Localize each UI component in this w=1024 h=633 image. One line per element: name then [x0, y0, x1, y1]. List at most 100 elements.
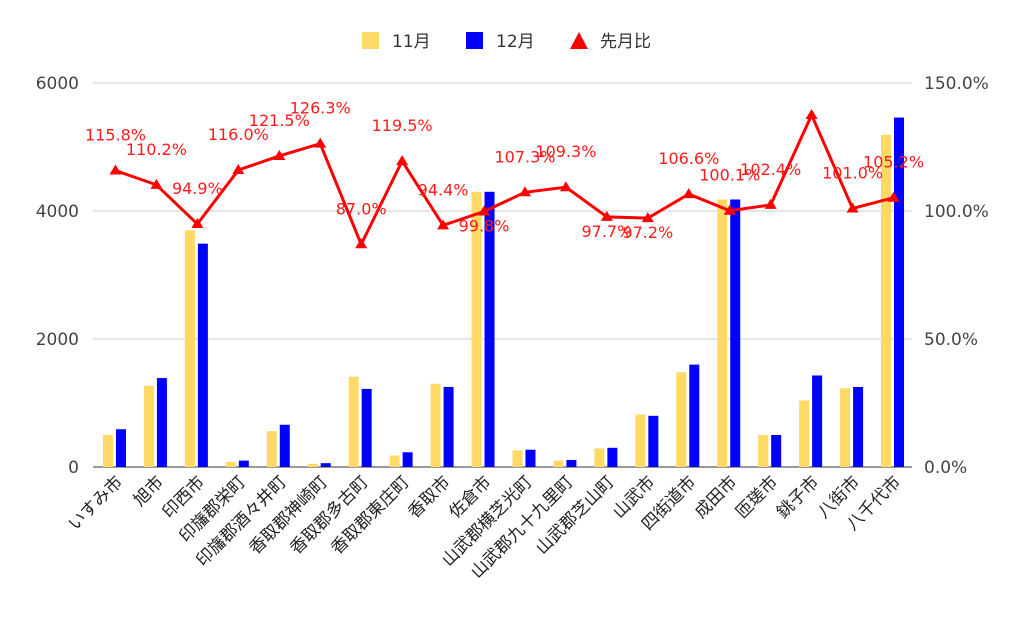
ratio-label: 94.4% [418, 180, 469, 199]
ratio-label: 116.0% [208, 125, 269, 144]
bar-dec [730, 199, 741, 468]
ratio-point [846, 202, 859, 213]
ratio-point [109, 164, 122, 175]
ratio-label: 105.2% [863, 153, 924, 172]
ratio-point [191, 218, 204, 229]
bar-nov [184, 230, 195, 467]
ratio-point [355, 238, 368, 249]
left-axis-ticks: 0 2000 4000 6000 [36, 74, 79, 478]
legend-label: 11月 [392, 32, 431, 52]
ratio-label: 94.9% [172, 179, 223, 198]
bar-dec [443, 387, 454, 467]
bar-dec [689, 364, 700, 467]
bar-nov [143, 385, 154, 467]
ratio-point [887, 191, 900, 202]
bar-dec [607, 447, 618, 467]
bar-dec [648, 415, 659, 467]
left-axis-tick-label: 4000 [36, 202, 79, 222]
right-axis-tick-label: 50.0% [924, 330, 978, 350]
bar-nov [717, 199, 728, 468]
bar-dec [894, 117, 905, 467]
category-label: いすみ市 [65, 472, 127, 534]
bar-dec [525, 449, 536, 467]
ratio-label: 99.8% [459, 217, 510, 236]
bar-nov [799, 400, 810, 467]
ratio-point [641, 212, 654, 223]
category-labels: いすみ市 旭市印西市印旛郡栄町印旛郡酒々井町香取郡神崎町香取郡多古町香取郡東庄町香… [65, 472, 905, 582]
ratio-label: 106.6% [658, 149, 719, 168]
category-label: 香取市 [404, 472, 454, 522]
bar-nov [102, 435, 113, 467]
bar-nov [676, 372, 687, 467]
bar-dec [320, 463, 331, 467]
ratio-line-path [114, 111, 894, 248]
legend-swatch [466, 32, 483, 49]
bar-nov [307, 463, 318, 467]
ratio-label: 126.3% [290, 99, 351, 118]
ratio-point [559, 181, 572, 192]
ratio-label: 119.5% [372, 116, 433, 135]
ratio-data-labels: 115.8%110.2% 94.9% 116.0%121.5%126.3% 87.0%… [85, 99, 924, 242]
bar-nov [635, 414, 646, 467]
ratio-label: 97.2% [622, 223, 673, 242]
ratio-label: 97.7% [581, 222, 632, 241]
ratio-point [314, 137, 327, 148]
category-label: 匝瑳市 [732, 472, 782, 522]
ratio-label: 101.0% [822, 163, 883, 182]
bar-dec [484, 191, 495, 468]
bar-dec [361, 388, 372, 467]
legend-swatch [362, 32, 379, 49]
bar-nov [512, 450, 523, 467]
ratio-point [682, 188, 695, 199]
bar-dec [853, 387, 864, 467]
bar-nov [430, 383, 441, 467]
bars [102, 117, 905, 468]
ratio-point [396, 155, 409, 166]
left-axis-tick-label: 6000 [36, 74, 79, 94]
ratio-point [437, 219, 450, 230]
legend-label: 先月比 [600, 32, 651, 52]
right-axis-tick-label: 150.0% [924, 74, 989, 94]
bar-nov [225, 461, 236, 467]
bar-nov [348, 376, 359, 467]
ratio-label: 102.4% [740, 160, 801, 179]
ratio-label: 109.3% [535, 142, 596, 161]
bar-dec [812, 375, 823, 467]
bar-dec [238, 460, 249, 467]
ratio-point [805, 109, 818, 119]
ratio-label: 115.8% [85, 126, 146, 145]
ratio-point [723, 204, 736, 215]
bar-nov [471, 191, 482, 468]
bar-nov [840, 388, 851, 467]
left-axis-tick-label: 2000 [36, 330, 79, 350]
legend: 11月 12月 先月比 [362, 32, 651, 52]
bar-nov [594, 448, 605, 467]
bar-nov [389, 455, 400, 467]
bar-nov [266, 431, 277, 467]
ratio-point [518, 186, 531, 197]
right-axis-tick-label: 100.0% [924, 202, 989, 222]
bar-dec [156, 378, 167, 467]
ratio-point [232, 164, 245, 175]
ratio-label: 121.5% [249, 111, 310, 130]
legend-swatch [570, 32, 588, 49]
right-axis-tick-label: 0.0% [924, 458, 967, 478]
ratio-label: 87.0% [336, 199, 387, 218]
category-label: 銚子市 [773, 472, 823, 522]
legend-label: 12月 [496, 32, 535, 52]
bar-nov [758, 435, 769, 467]
bar-nov [881, 134, 892, 467]
bar-dec [115, 429, 126, 467]
bar-dec [566, 459, 577, 467]
ratio-point [764, 198, 777, 209]
ratio-label: 100.1% [699, 166, 760, 185]
ratio-point [478, 205, 491, 216]
bar-dec [197, 243, 208, 467]
ratio-point [273, 149, 286, 160]
left-axis-tick-label: 0 [68, 458, 79, 478]
bar-dec [771, 435, 782, 467]
right-axis-ticks: 0.0% 50.0% 100.0% 150.0% [924, 74, 989, 478]
ratio-label: 110.2% [126, 140, 187, 159]
bar-dec [402, 452, 413, 467]
